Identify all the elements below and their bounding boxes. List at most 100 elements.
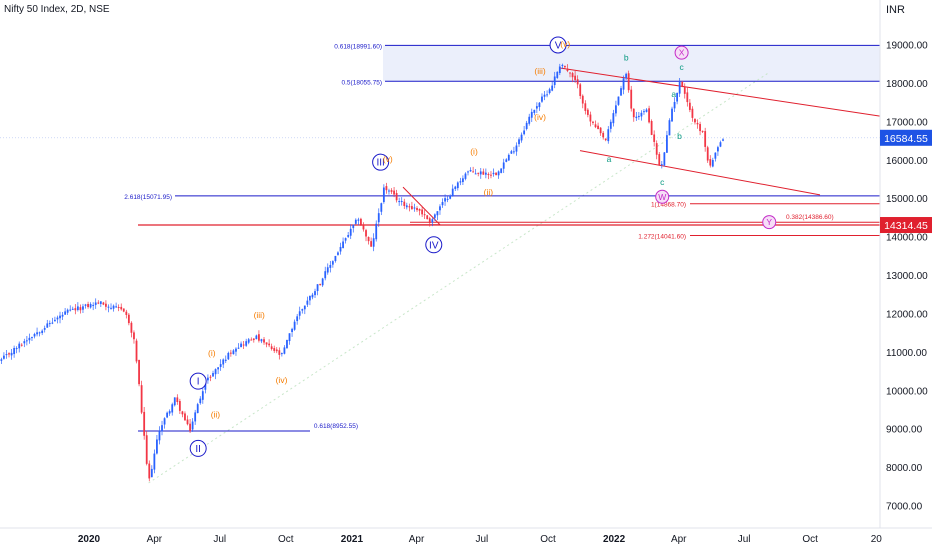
candle-down <box>74 304 77 315</box>
candle-down <box>658 152 661 166</box>
y-tick-label: 18000.00 <box>886 79 928 90</box>
candle-down <box>120 303 123 311</box>
candle-up <box>660 161 663 169</box>
candle-body <box>658 154 661 165</box>
candle-up <box>528 113 531 126</box>
candle-body <box>207 377 209 381</box>
candle-up <box>201 386 204 404</box>
candle-body <box>681 82 684 87</box>
candle-up <box>541 93 543 103</box>
candle-down <box>130 321 133 338</box>
candle-up <box>439 204 441 215</box>
time-axis[interactable]: 2020 Apr Jul Oct 2021 Apr Jul Oct 2022 Apr Jul Oct 2… <box>78 534 882 545</box>
candle-body <box>352 224 355 229</box>
wave-label-ring <box>372 153 390 171</box>
candle-down <box>186 415 189 426</box>
last-price-tag-bg <box>880 129 932 146</box>
candle-body <box>115 306 118 308</box>
candle-body <box>224 359 227 361</box>
candle-up <box>245 338 248 347</box>
candle-body <box>377 213 380 223</box>
wave-label: a <box>671 89 676 99</box>
candle-body <box>189 423 191 431</box>
candle-up <box>548 87 551 95</box>
candle-body <box>551 85 554 91</box>
candle-body <box>219 364 222 367</box>
price-axis[interactable]: 7000.00 8000.00 9000.00 10000.00 11000.00 120… <box>880 41 932 513</box>
candle-up <box>331 260 334 268</box>
candle-down <box>630 85 633 112</box>
candle-down <box>178 398 181 415</box>
candle-down <box>599 127 602 136</box>
candle-up <box>156 435 158 455</box>
wave-label-text: W <box>658 192 666 202</box>
candle-body <box>439 206 441 211</box>
candle-up <box>161 420 163 436</box>
candle-body <box>46 323 49 328</box>
y-tick-label: 17000.00 <box>886 117 928 128</box>
candle-up <box>462 175 464 185</box>
candle-down <box>571 71 574 83</box>
candle-down <box>586 108 589 118</box>
candle-body <box>273 348 276 351</box>
candle-up <box>56 315 59 324</box>
candle-body <box>66 309 69 313</box>
candle-down <box>594 120 597 129</box>
candle-body <box>625 73 628 79</box>
candle-up <box>255 334 258 340</box>
candle-body <box>441 202 444 206</box>
candle-up <box>207 374 209 384</box>
candle-body <box>609 121 612 129</box>
candle-up <box>433 213 436 222</box>
candle-body <box>270 346 273 349</box>
candle-up <box>535 102 538 114</box>
candle-body <box>291 328 293 333</box>
candle-body <box>23 341 26 344</box>
candle-down <box>627 70 630 93</box>
candle-body <box>492 172 495 175</box>
x-tick-label: Jul <box>476 534 489 545</box>
candle-body <box>349 228 352 236</box>
candle-up <box>643 108 645 115</box>
candle-down <box>390 188 393 194</box>
candle-body <box>546 94 548 96</box>
candle-up <box>51 317 54 325</box>
candle-body <box>329 264 332 268</box>
candle-up <box>110 303 112 310</box>
candle-body <box>117 306 120 308</box>
candle-body <box>604 138 607 141</box>
candle-up <box>515 142 518 156</box>
candle-body <box>178 401 181 411</box>
candle-down <box>143 406 146 440</box>
candle-body <box>548 89 551 94</box>
candle-up <box>191 418 194 432</box>
candle-up <box>671 106 673 122</box>
candle-body <box>122 308 125 312</box>
candle-body <box>556 71 559 78</box>
candle-up <box>66 308 69 315</box>
candle-body <box>528 116 531 124</box>
candle-up <box>291 327 293 337</box>
candle-up <box>168 409 171 416</box>
candle-body <box>232 350 235 355</box>
candle-up <box>469 167 472 172</box>
candle-body <box>258 334 260 341</box>
candle-up <box>533 109 536 116</box>
candle-body <box>426 215 429 220</box>
candle-body <box>150 468 153 478</box>
candle-body <box>344 238 347 241</box>
candle-body <box>607 129 610 142</box>
candle-body <box>293 321 296 330</box>
fib-level-label: 2.618(15071.95) <box>124 194 172 201</box>
candle-down <box>275 347 278 354</box>
candle-up <box>224 355 227 363</box>
candle-down <box>270 343 273 351</box>
candle-down <box>209 374 212 382</box>
candle-up <box>298 306 301 320</box>
wave-label: a <box>607 154 612 164</box>
candle-body <box>416 208 418 211</box>
candle-up <box>94 298 97 309</box>
candle-body <box>676 92 679 102</box>
candle-up <box>405 202 408 210</box>
